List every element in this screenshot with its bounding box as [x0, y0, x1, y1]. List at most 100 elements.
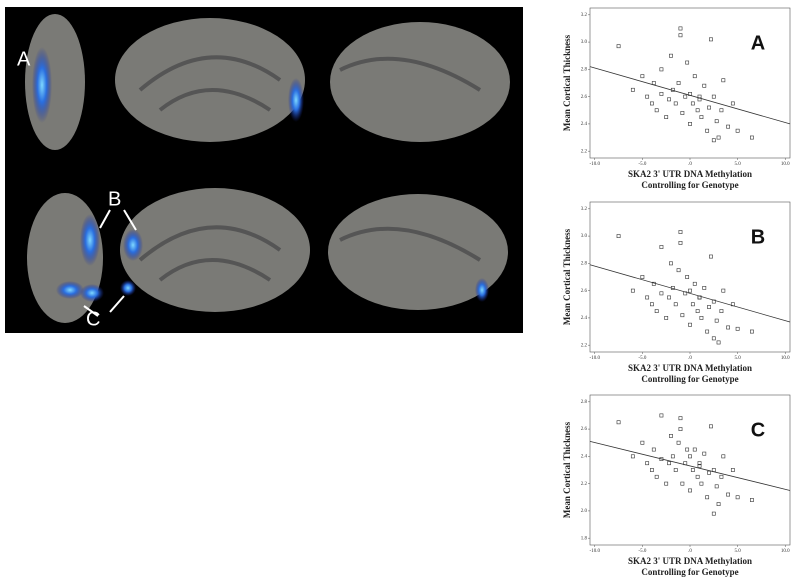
x-axis-label: SKA2 3' UTR DNA Methylation: [628, 556, 752, 566]
point: [676, 268, 681, 273]
point: [645, 295, 650, 300]
point: [692, 447, 697, 452]
point: [680, 313, 685, 318]
arrows: [83, 209, 137, 317]
activation: [475, 278, 489, 302]
y-axis-label: Mean Cortical Thickness: [562, 421, 572, 518]
point: [692, 281, 697, 286]
fit-line: [589, 440, 791, 491]
x-axis-label: Controlling for Genotype: [641, 567, 738, 577]
point: [716, 502, 721, 506]
point: [719, 108, 724, 113]
point: [697, 461, 702, 466]
point: [711, 138, 716, 143]
point: [714, 318, 719, 323]
y-tick-label: 2.4: [581, 122, 588, 127]
sulci: [138, 55, 482, 282]
activation: [56, 281, 84, 299]
point: [705, 495, 710, 500]
activation: [120, 280, 136, 296]
point: [683, 94, 688, 99]
activation: [123, 229, 143, 261]
point: [616, 420, 621, 425]
point: [659, 67, 664, 72]
point: [630, 454, 635, 459]
point: [726, 124, 730, 129]
point: [650, 468, 654, 472]
point: [707, 105, 711, 110]
chart-title: A: [751, 32, 765, 54]
point: [711, 511, 716, 516]
plot-frame: [589, 201, 791, 353]
brain-lateral: [328, 194, 508, 310]
point: [699, 115, 704, 119]
point: [667, 97, 671, 102]
y-tick-label: 3.2: [581, 207, 588, 212]
panel-label: C: [86, 308, 100, 330]
point: [705, 128, 710, 133]
y-tick-label: 2.0: [581, 509, 588, 514]
point: [699, 481, 704, 486]
point: [659, 291, 664, 296]
point: [709, 37, 713, 42]
point: [719, 309, 724, 313]
point: [678, 427, 683, 431]
point: [654, 108, 659, 113]
point: [673, 302, 678, 307]
y-tick-label: 2.4: [581, 316, 588, 321]
point: [690, 101, 695, 106]
x-axis-label: SKA2 3' UTR DNA Methylation: [628, 363, 752, 373]
activation: [80, 284, 104, 302]
point: [690, 302, 695, 307]
y-tick-label: 2.4: [581, 455, 588, 460]
point: [690, 468, 695, 472]
x-tick-label: 5.0: [734, 549, 741, 554]
plot-frame: [589, 394, 791, 546]
point: [714, 119, 719, 124]
point: [664, 316, 669, 320]
point: [721, 288, 726, 293]
x-tick-label: .0: [688, 162, 692, 167]
activation: [32, 47, 52, 123]
y-tick-label: 2.8: [581, 262, 588, 267]
y-tick-label: 2.6: [581, 289, 588, 294]
point: [670, 454, 675, 459]
point: [678, 416, 683, 421]
brain-panel: A B C: [5, 7, 523, 333]
point: [688, 122, 692, 126]
point: [735, 128, 740, 133]
x-tick-label: .0: [688, 549, 692, 554]
activation: [288, 78, 304, 122]
brain-medial: [115, 18, 305, 142]
point: [650, 101, 654, 106]
y-axis-label: Mean Cortical Thickness: [562, 228, 572, 325]
point: [707, 470, 711, 475]
point: [680, 481, 685, 486]
point: [716, 340, 721, 345]
point: [654, 474, 659, 479]
x-tick-label: -5.0: [638, 356, 646, 361]
x-tick-label: 10.0: [781, 549, 790, 554]
point: [735, 326, 740, 331]
point: [673, 101, 678, 106]
brain-lateral: [330, 22, 510, 142]
point: [695, 309, 700, 313]
panel-label: A: [17, 48, 31, 70]
point: [659, 245, 664, 249]
point: [711, 336, 716, 341]
point: [735, 495, 740, 500]
point: [678, 230, 683, 234]
point: [709, 424, 713, 429]
point: [688, 322, 692, 327]
activation: [80, 214, 100, 266]
y-tick-label: 3.0: [581, 234, 588, 239]
point: [688, 454, 692, 459]
point: [659, 92, 664, 96]
point: [676, 440, 681, 445]
fit-line: [589, 66, 791, 125]
point: [680, 111, 685, 115]
x-tick-label: 5.0: [734, 162, 741, 167]
point: [726, 325, 730, 330]
point: [640, 440, 645, 445]
